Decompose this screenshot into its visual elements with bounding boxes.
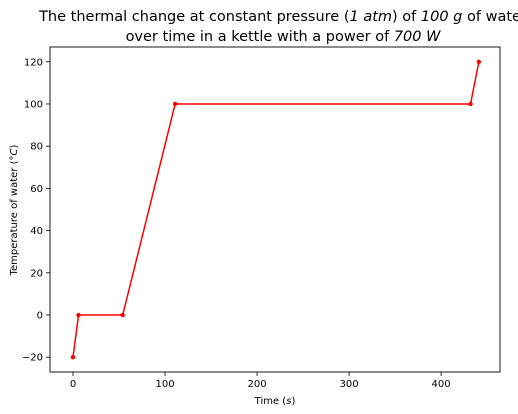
x-tick-label: 100 (155, 379, 174, 390)
y-tick-label: 20 (30, 268, 43, 279)
plot-frame (49, 46, 501, 373)
data-point (70, 355, 76, 360)
data-point (476, 59, 482, 64)
x-axis-label: Time (s) (254, 396, 296, 407)
data-point (120, 312, 125, 318)
y-tick-label: 100 (24, 99, 43, 110)
x-tick-label: 0 (70, 379, 76, 390)
y-tick-label: 120 (24, 57, 43, 68)
data-point (468, 101, 473, 107)
y-tick-label: 60 (30, 184, 43, 195)
x-tick-label: 200 (248, 379, 267, 390)
chart-title-line-1: The thermal change at constant pressure … (38, 9, 518, 25)
data-point (76, 312, 81, 318)
y-axis-label: Temperature of water (°C) (9, 145, 20, 277)
y-tick-label: 80 (30, 142, 43, 153)
y-tick-label: −20 (22, 353, 43, 364)
y-axis-ticks: −20 0 20 40 60 80 100 120 (22, 57, 50, 364)
y-tick-label: 40 (30, 226, 43, 237)
x-tick-label: 400 (432, 379, 451, 390)
x-axis-ticks: 0 100 200 300 400 (70, 372, 451, 390)
y-tick-label: 0 (37, 311, 43, 322)
series-group (70, 59, 482, 360)
plot-area (50, 47, 500, 372)
x-tick-label: 300 (340, 379, 359, 390)
data-point (172, 101, 178, 107)
chart-title-line-2: over time in a kettle with a power of 70… (126, 29, 442, 45)
series-line (72, 61, 480, 358)
